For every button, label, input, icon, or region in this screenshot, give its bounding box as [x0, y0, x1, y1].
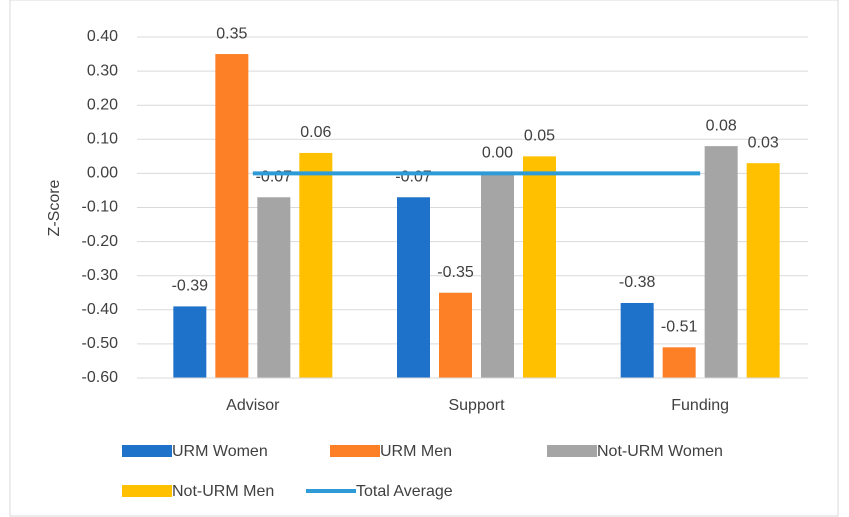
data-label: 0.05 — [524, 128, 555, 145]
y-tick-label: -0.30 — [82, 267, 119, 284]
bar — [299, 152, 333, 378]
bar — [523, 156, 556, 378]
legend-label: URM Men — [380, 443, 452, 460]
y-tick-label: -0.20 — [82, 233, 119, 250]
x-tick-label: Advisor — [226, 397, 280, 414]
y-tick-label: 0.20 — [87, 96, 118, 113]
data-label: -0.07 — [256, 168, 293, 185]
y-tick-label: -0.10 — [82, 199, 119, 216]
y-tick-label: -0.50 — [82, 335, 119, 352]
legend-label: Total Average — [356, 483, 453, 500]
bar — [439, 292, 472, 378]
legend-swatch — [330, 445, 380, 457]
bar — [662, 347, 696, 378]
data-label: 0.06 — [300, 124, 331, 141]
data-label: -0.07 — [395, 168, 432, 185]
bar — [215, 54, 249, 379]
y-tick-label: -0.60 — [82, 369, 119, 386]
data-label: 0.00 — [482, 145, 513, 162]
data-label: 0.03 — [748, 134, 779, 151]
y-tick-label: 0.30 — [87, 62, 118, 79]
y-tick-label: -0.40 — [82, 301, 119, 318]
legend-label: Not-URM Women — [597, 443, 723, 460]
y-tick-label: 0.00 — [87, 165, 118, 182]
y-tick-label: 0.10 — [87, 131, 118, 148]
bar — [173, 306, 207, 378]
legend-swatch — [122, 445, 172, 457]
bar — [481, 173, 514, 378]
x-tick-label: Funding — [671, 397, 729, 414]
data-label: 0.35 — [216, 25, 247, 42]
legend-swatch — [547, 445, 597, 457]
legend-label: URM Women — [172, 443, 268, 460]
data-label: -0.38 — [619, 274, 656, 291]
legend-label: Not-URM Men — [172, 483, 274, 500]
bar — [620, 302, 654, 378]
bar — [704, 146, 738, 378]
legend-swatch — [122, 485, 172, 497]
bar — [397, 197, 430, 378]
y-tick-label: 0.40 — [87, 28, 118, 45]
data-label: -0.51 — [661, 319, 698, 336]
y-axis-label: Z-Score — [46, 179, 63, 236]
bar — [257, 197, 291, 378]
bar — [746, 163, 780, 378]
data-label: -0.35 — [437, 264, 474, 281]
data-label: 0.08 — [706, 117, 737, 134]
data-label: -0.39 — [172, 278, 209, 295]
x-tick-label: Support — [448, 397, 505, 414]
